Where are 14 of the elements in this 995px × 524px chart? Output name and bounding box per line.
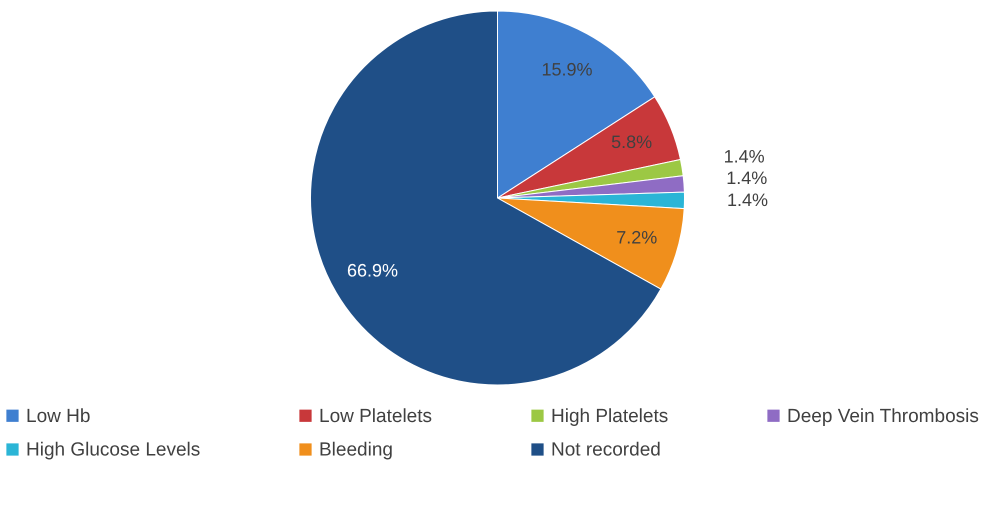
legend-label: High Platelets xyxy=(551,406,668,427)
legend-label: High Glucose Levels xyxy=(26,440,200,460)
data-label: 5.8% xyxy=(611,132,652,152)
legend-label: Bleeding xyxy=(319,440,393,460)
data-label: 15.9% xyxy=(541,60,592,80)
data-label: 1.4% xyxy=(726,168,768,188)
data-label: 66.9% xyxy=(346,260,398,280)
data-label: 1.4% xyxy=(724,146,765,166)
data-label: 1.4% xyxy=(726,190,768,210)
legend-label: Not recorded xyxy=(551,440,661,460)
legend-label: Low Hb xyxy=(26,406,90,427)
data-label: 7.2% xyxy=(616,227,658,248)
legend-label: Low Platelets xyxy=(319,406,432,427)
legend-label: Deep Vein Thrombosis xyxy=(787,406,979,427)
